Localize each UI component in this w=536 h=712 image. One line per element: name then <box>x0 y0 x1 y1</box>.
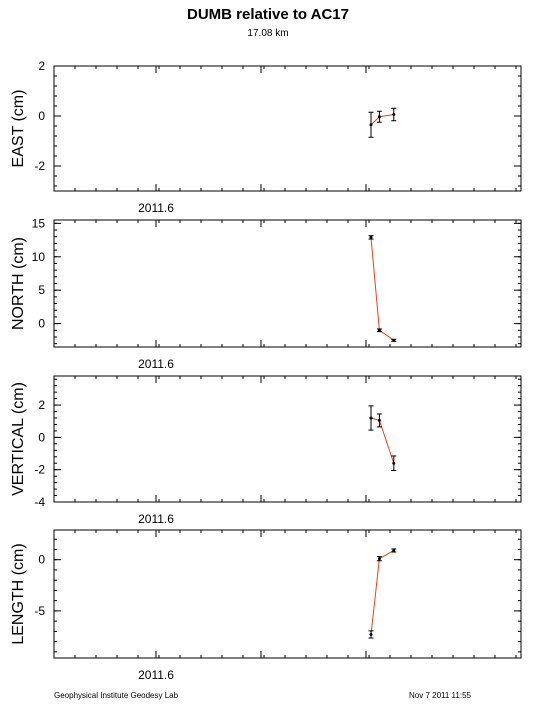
panel-4: 2011.6 0 -5 LENGTH (cm) <box>10 529 522 682</box>
data-point <box>392 548 396 552</box>
panel-3: 2011.6 2 0 -2 -4 VERTICAL (cm) <box>10 375 522 526</box>
chart-title: DUMB relative to AC17 <box>187 6 349 23</box>
y-tick-label: -2 <box>34 159 45 173</box>
data-point <box>369 416 373 420</box>
y-axis-label: NORTH (cm) <box>10 237 27 330</box>
y-tick-label: 10 <box>32 250 46 264</box>
panel-frame <box>53 219 522 348</box>
data-point <box>369 235 373 239</box>
y-tick-label: 15 <box>32 216 46 230</box>
data-point <box>392 338 396 342</box>
data-point <box>369 632 373 636</box>
y-tick-label: 5 <box>38 283 45 297</box>
series-line <box>370 237 395 341</box>
y-axis-label: VERTICAL (cm) <box>10 382 27 496</box>
data-point <box>377 418 381 422</box>
x-tick-label: 2011.6 <box>138 668 174 682</box>
panel-frame <box>53 65 522 192</box>
y-tick-label: 0 <box>38 317 45 331</box>
y-axis-label: EAST (cm) <box>10 90 27 168</box>
series-line <box>370 417 395 464</box>
y-tick-label: -4 <box>34 495 45 509</box>
x-tick-label: 2011.6 <box>138 512 174 526</box>
credit-text: Geophysical Institute Geodesy Lab <box>54 691 179 700</box>
data-point <box>377 557 381 561</box>
panel-frame <box>53 375 522 503</box>
x-tick-label: 2011.6 <box>138 201 174 215</box>
chart-subtitle: 17.08 km <box>247 28 289 39</box>
y-tick-label: -2 <box>34 463 45 477</box>
y-tick-label: 0 <box>38 430 45 444</box>
panel-2: 2011.6 15 10 5 0 NORTH (cm) <box>10 216 522 371</box>
y-tick-label: -5 <box>34 604 45 618</box>
y-tick-label: 2 <box>38 398 45 412</box>
data-point <box>392 113 396 116</box>
panel-1: 2011.6 2 0 -2 EAST (cm) <box>10 59 522 215</box>
panel-frame <box>53 529 522 659</box>
data-point <box>377 328 381 332</box>
series-line <box>370 114 394 126</box>
data-point <box>392 461 396 465</box>
data-point <box>369 123 373 127</box>
data-point <box>377 115 381 119</box>
x-tick-label: 2011.6 <box>138 357 174 371</box>
timestamp-text: Nov 7 2011 11:55 <box>409 691 471 700</box>
y-axis-label: LENGTH (cm) <box>10 543 27 644</box>
y-tick-label: 0 <box>38 109 45 123</box>
y-tick-label: 2 <box>38 59 45 73</box>
series-line <box>370 550 395 635</box>
y-tick-label: 0 <box>38 553 45 567</box>
